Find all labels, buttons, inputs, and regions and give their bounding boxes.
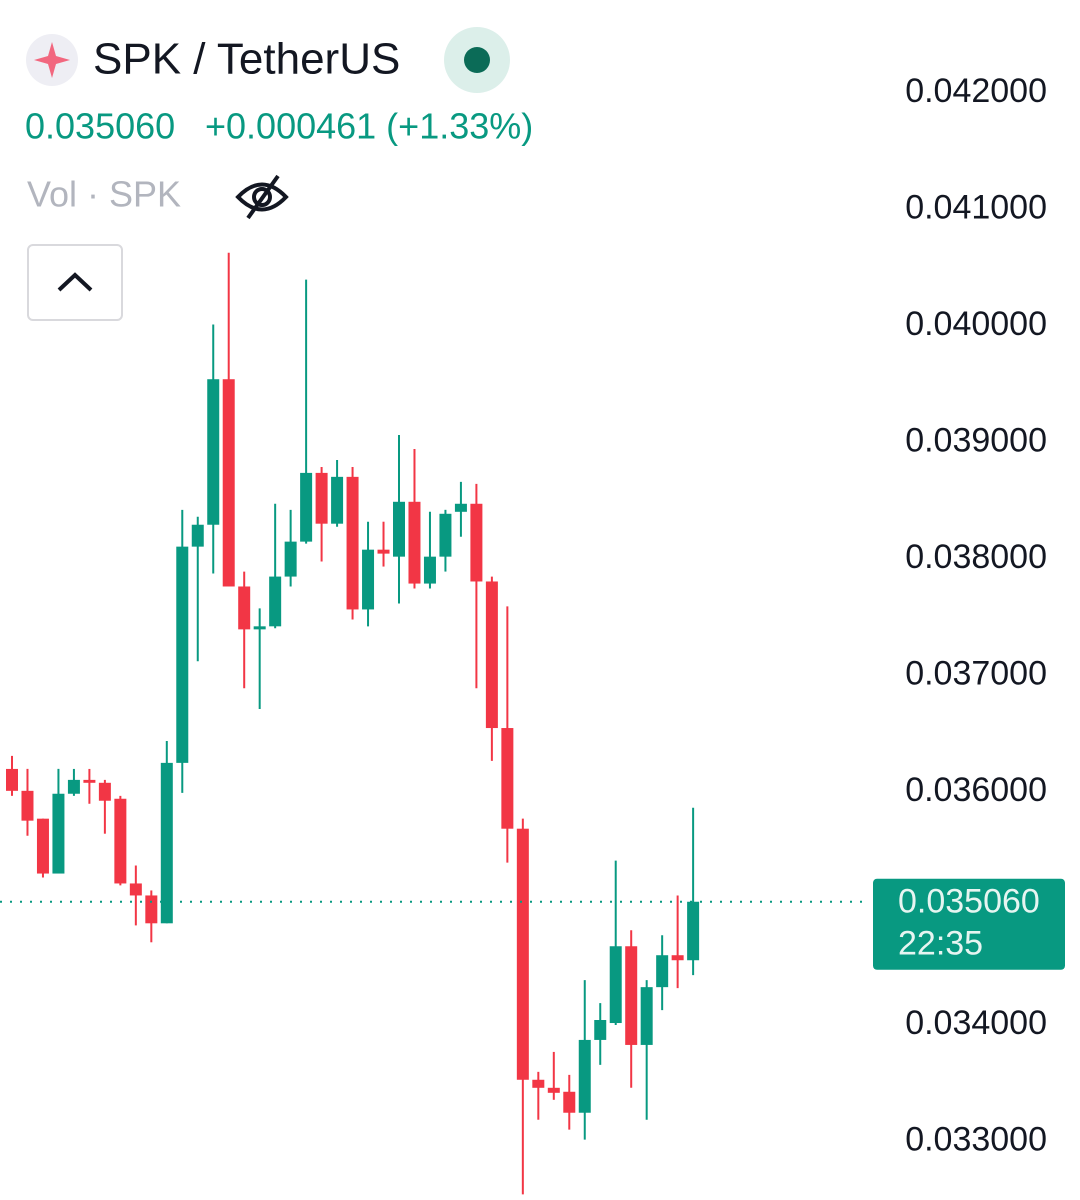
candle-body — [687, 901, 700, 961]
last-price-label: 0.035060 — [898, 883, 1040, 921]
candle-body — [238, 586, 251, 630]
candle-body — [362, 549, 375, 610]
y-tick-label: 0.034000 — [905, 1004, 1047, 1042]
y-tick-label: 0.036000 — [905, 771, 1047, 809]
candle-body — [485, 581, 498, 729]
candle-body — [454, 503, 467, 512]
hide-icon[interactable] — [235, 174, 289, 220]
candle-body — [315, 472, 328, 524]
candle-body — [269, 576, 282, 627]
candle-body — [439, 513, 452, 557]
volume-label: Vol · SPK — [27, 174, 181, 215]
candle-body — [176, 546, 189, 763]
candle-body — [83, 779, 96, 783]
candle-body — [578, 1039, 591, 1113]
candle-body — [393, 501, 405, 557]
candle-body — [284, 541, 297, 577]
y-tick-label: 0.037000 — [905, 655, 1047, 693]
candle-body — [423, 556, 436, 584]
candle-body — [609, 946, 622, 1024]
header-change: +0.000461 (+1.33%) — [205, 106, 533, 147]
candle-body — [52, 793, 65, 874]
candle-body — [377, 549, 390, 554]
candle-body — [563, 1091, 576, 1113]
market-status-dot — [464, 47, 490, 73]
candle-body — [331, 476, 344, 524]
countdown-label: 22:35 — [898, 925, 983, 963]
y-tick-label: 0.040000 — [905, 305, 1047, 343]
candle-body — [36, 818, 49, 874]
candle-body — [346, 476, 359, 610]
collapse-button[interactable] — [27, 244, 123, 321]
candle-body — [253, 626, 266, 630]
candle-body — [671, 955, 684, 961]
candle-body — [501, 728, 514, 829]
candle-body — [532, 1079, 545, 1088]
candle-body — [67, 779, 80, 794]
candle-body — [594, 1020, 607, 1040]
y-tick-label: 0.041000 — [905, 189, 1047, 227]
candle-body — [408, 501, 421, 584]
candle-body — [6, 768, 18, 791]
candle-body — [222, 379, 235, 587]
price-axis: 0.0330000.0340000.0350000.0360000.037000… — [873, 72, 1065, 1159]
y-tick-label: 0.042000 — [905, 72, 1047, 110]
last-price-box — [873, 878, 1065, 970]
header: SPK / TetherUS 0.035060 +0.000461 (+1.33… — [25, 27, 533, 321]
candle-body — [98, 782, 111, 801]
y-tick-label: 0.039000 — [905, 422, 1047, 460]
candle-body — [300, 472, 313, 542]
candle-body — [470, 503, 483, 582]
candle-body — [207, 379, 220, 525]
candle-body — [625, 946, 638, 1045]
header-price: 0.035060 — [25, 106, 175, 147]
candle-body — [640, 987, 653, 1045]
candle-body — [145, 895, 158, 924]
candle-body — [129, 883, 142, 896]
symbol-logo-star — [34, 42, 70, 78]
candle-body — [21, 790, 34, 821]
candle-body — [547, 1087, 560, 1093]
candle-body — [114, 798, 127, 884]
candle-body — [656, 955, 669, 988]
candle-body — [191, 524, 204, 547]
symbol-title: SPK / TetherUS — [93, 35, 400, 84]
y-tick-label: 0.033000 — [905, 1121, 1047, 1159]
plot-area — [0, 252, 870, 1195]
y-tick-label: 0.038000 — [905, 538, 1047, 576]
candle-body — [160, 762, 173, 924]
candle-body — [516, 828, 529, 1080]
